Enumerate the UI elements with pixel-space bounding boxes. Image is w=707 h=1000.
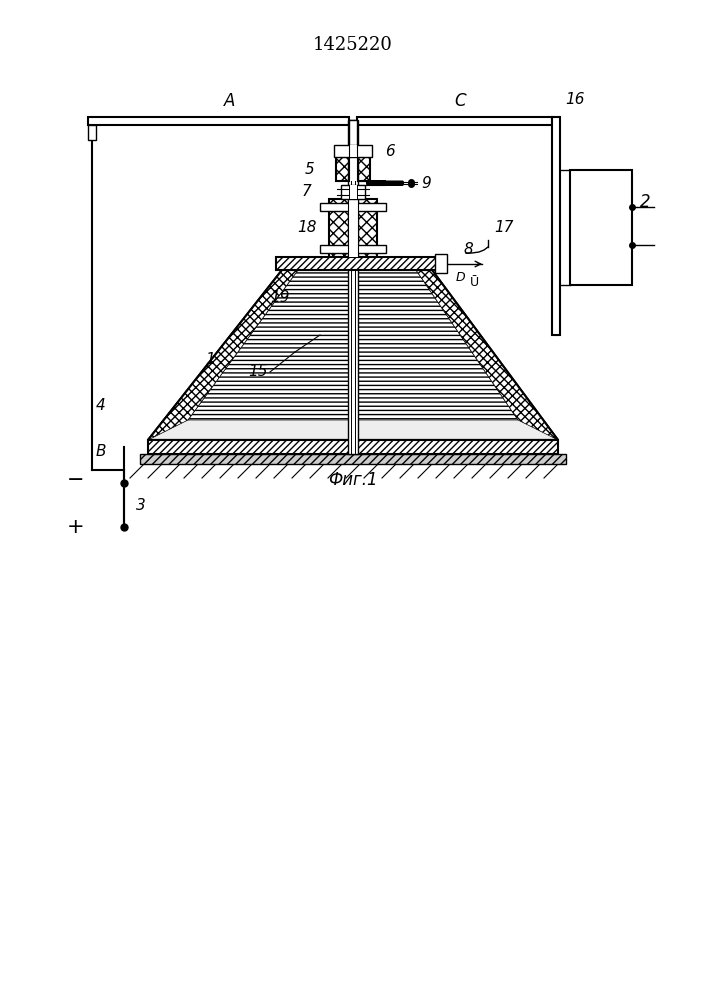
Bar	[552, 117, 560, 335]
Text: Ū: Ū	[470, 276, 479, 289]
Text: −: −	[66, 470, 84, 490]
Polygon shape	[416, 270, 558, 440]
Text: 7: 7	[301, 184, 311, 200]
Text: 19: 19	[271, 290, 290, 304]
Bar	[276, 257, 438, 270]
Bar	[148, 440, 558, 454]
Text: 5: 5	[304, 161, 314, 176]
Bar	[348, 120, 358, 454]
Bar	[570, 170, 632, 285]
Bar	[349, 145, 357, 157]
Text: Фиг.1: Фиг.1	[328, 471, 378, 489]
Bar	[349, 120, 357, 145]
Polygon shape	[148, 270, 298, 440]
Polygon shape	[188, 270, 518, 420]
Text: C: C	[454, 92, 466, 110]
Bar	[320, 245, 386, 253]
Bar	[320, 203, 386, 211]
Text: 9: 9	[421, 176, 431, 190]
Bar	[357, 117, 552, 125]
Text: 2: 2	[640, 193, 650, 211]
Text: +: +	[66, 517, 84, 537]
Text: 1425220: 1425220	[313, 36, 393, 54]
Text: A: A	[224, 92, 235, 110]
Text: 4: 4	[96, 397, 106, 412]
Bar	[348, 199, 358, 257]
Bar	[329, 199, 377, 257]
Text: B: B	[96, 444, 107, 460]
Bar	[349, 185, 357, 199]
Text: 17: 17	[494, 220, 513, 234]
Bar	[349, 157, 357, 181]
Text: 3: 3	[136, 497, 146, 512]
Text: 8: 8	[464, 242, 474, 257]
Bar	[336, 157, 370, 181]
Text: 16: 16	[565, 92, 585, 107]
Bar	[435, 254, 447, 273]
Bar	[88, 117, 349, 125]
Text: 1: 1	[205, 353, 215, 367]
Text: D: D	[455, 271, 464, 284]
Bar	[341, 185, 365, 199]
Bar	[88, 125, 96, 140]
Polygon shape	[148, 270, 558, 440]
Text: 18: 18	[298, 221, 317, 235]
Text: 15: 15	[248, 364, 268, 379]
Text: 6: 6	[385, 143, 395, 158]
Bar	[140, 454, 566, 464]
Bar	[334, 145, 372, 157]
